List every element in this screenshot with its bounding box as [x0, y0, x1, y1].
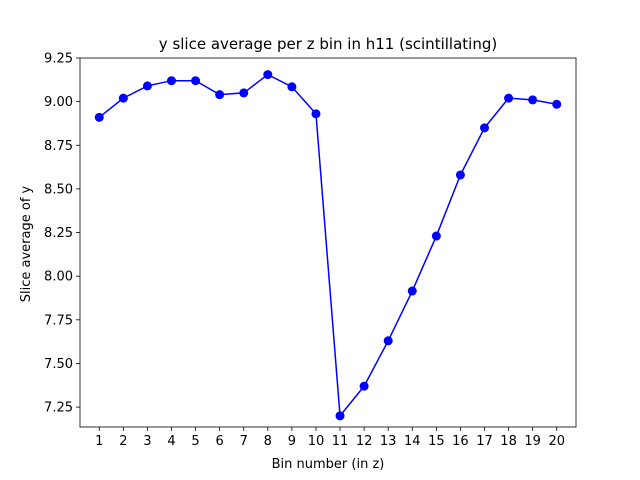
data-point: [431, 231, 441, 241]
y-tick-label: 7.75: [44, 313, 73, 328]
x-tick-label: 10: [308, 434, 325, 449]
x-tick-label: 9: [288, 434, 296, 449]
data-point: [383, 336, 393, 346]
y-tick-label: 7.50: [44, 357, 73, 372]
x-tick-label: 16: [452, 434, 469, 449]
data-point: [166, 76, 176, 86]
y-tick-label: 8.00: [44, 270, 73, 285]
data-point: [528, 95, 538, 105]
x-tick-label: 18: [500, 434, 517, 449]
data-point: [552, 99, 562, 109]
data-point: [504, 93, 514, 103]
x-tick-label: 7: [240, 434, 248, 449]
data-point: [335, 411, 345, 421]
y-axis-label: Slice average of y: [19, 185, 34, 302]
data-point: [480, 123, 490, 133]
x-tick-label: 15: [428, 434, 445, 449]
data-point: [94, 112, 104, 122]
x-tick-label: 1: [95, 434, 103, 449]
x-tick-label: 12: [356, 434, 373, 449]
data-point: [359, 381, 369, 391]
y-tick-label: 7.25: [44, 401, 73, 416]
data-point: [142, 81, 152, 91]
y-tick-label: 9.25: [44, 52, 73, 67]
y-tick-label: 8.25: [44, 226, 73, 241]
x-tick-label: 13: [380, 434, 397, 449]
data-point: [239, 88, 249, 98]
x-tick-label: 4: [167, 434, 175, 449]
x-tick-label: 19: [524, 434, 541, 449]
data-point: [118, 93, 128, 103]
data-point: [191, 76, 201, 86]
y-tick-label: 9.00: [44, 95, 73, 110]
x-tick-label: 20: [548, 434, 565, 449]
chart-title: y slice average per z bin in h11 (scinti…: [159, 35, 497, 53]
data-point: [455, 170, 465, 180]
x-tick-label: 2: [119, 434, 127, 449]
axes-frame: [79, 57, 577, 428]
x-tick-label: 11: [332, 434, 349, 449]
x-tick-label: 6: [216, 434, 224, 449]
x-axis-label: Bin number (in z): [272, 457, 385, 472]
x-tick-label: 8: [264, 434, 272, 449]
x-tick-label: 5: [191, 434, 199, 449]
x-tick-label: 3: [143, 434, 151, 449]
x-tick-label: 14: [404, 434, 421, 449]
x-tick-label: 17: [476, 434, 493, 449]
data-point: [215, 90, 225, 100]
data-point: [287, 82, 297, 92]
plot-area: 1 2 3 4 5 6 7 8 9 10 11 12 13 14 15 16 17 18 19 207.257.507…: [44, 52, 577, 449]
data-point: [407, 286, 417, 296]
data-point: [263, 70, 273, 80]
y-tick-label: 8.75: [44, 139, 73, 154]
data-point: [311, 109, 321, 119]
y-tick-label: 8.50: [44, 182, 73, 197]
